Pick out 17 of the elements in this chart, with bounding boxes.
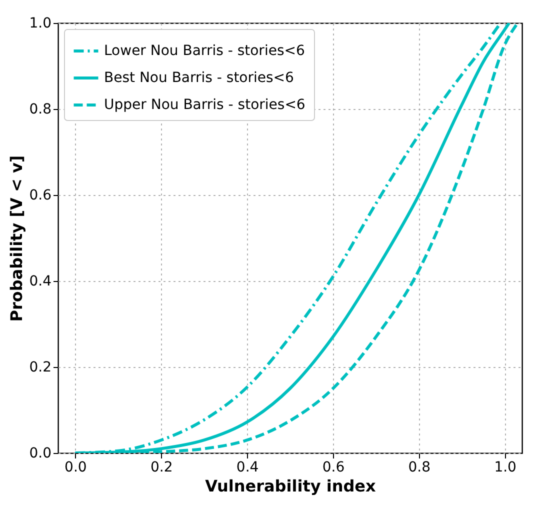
x-tick-label: 0.0 [64,460,87,476]
x-tick-label: 0.4 [236,460,259,476]
y-tick-label: 0.0 [29,446,52,462]
x-axis-title: Vulnerability index [205,476,377,496]
legend-label: Lower Nou Barris - stories<6 [104,43,305,59]
y-tick-label: 0.6 [29,188,52,204]
y-tick-label: 0.2 [29,360,52,376]
x-tick-label: 0.8 [408,460,431,476]
legend-label: Best Nou Barris - stories<6 [104,70,294,86]
y-tick-label: 1.0 [29,16,52,32]
x-tick-label: 1.0 [494,460,516,476]
y-tick-label: 0.4 [29,274,52,290]
x-tick-label: 0.2 [150,460,173,476]
y-tick-label: 0.8 [29,102,52,118]
x-tick-label: 0.6 [322,460,345,476]
y-axis-title: Probability [V < v] [7,155,26,322]
legend-label: Upper Nou Barris - stories<6 [104,97,306,113]
